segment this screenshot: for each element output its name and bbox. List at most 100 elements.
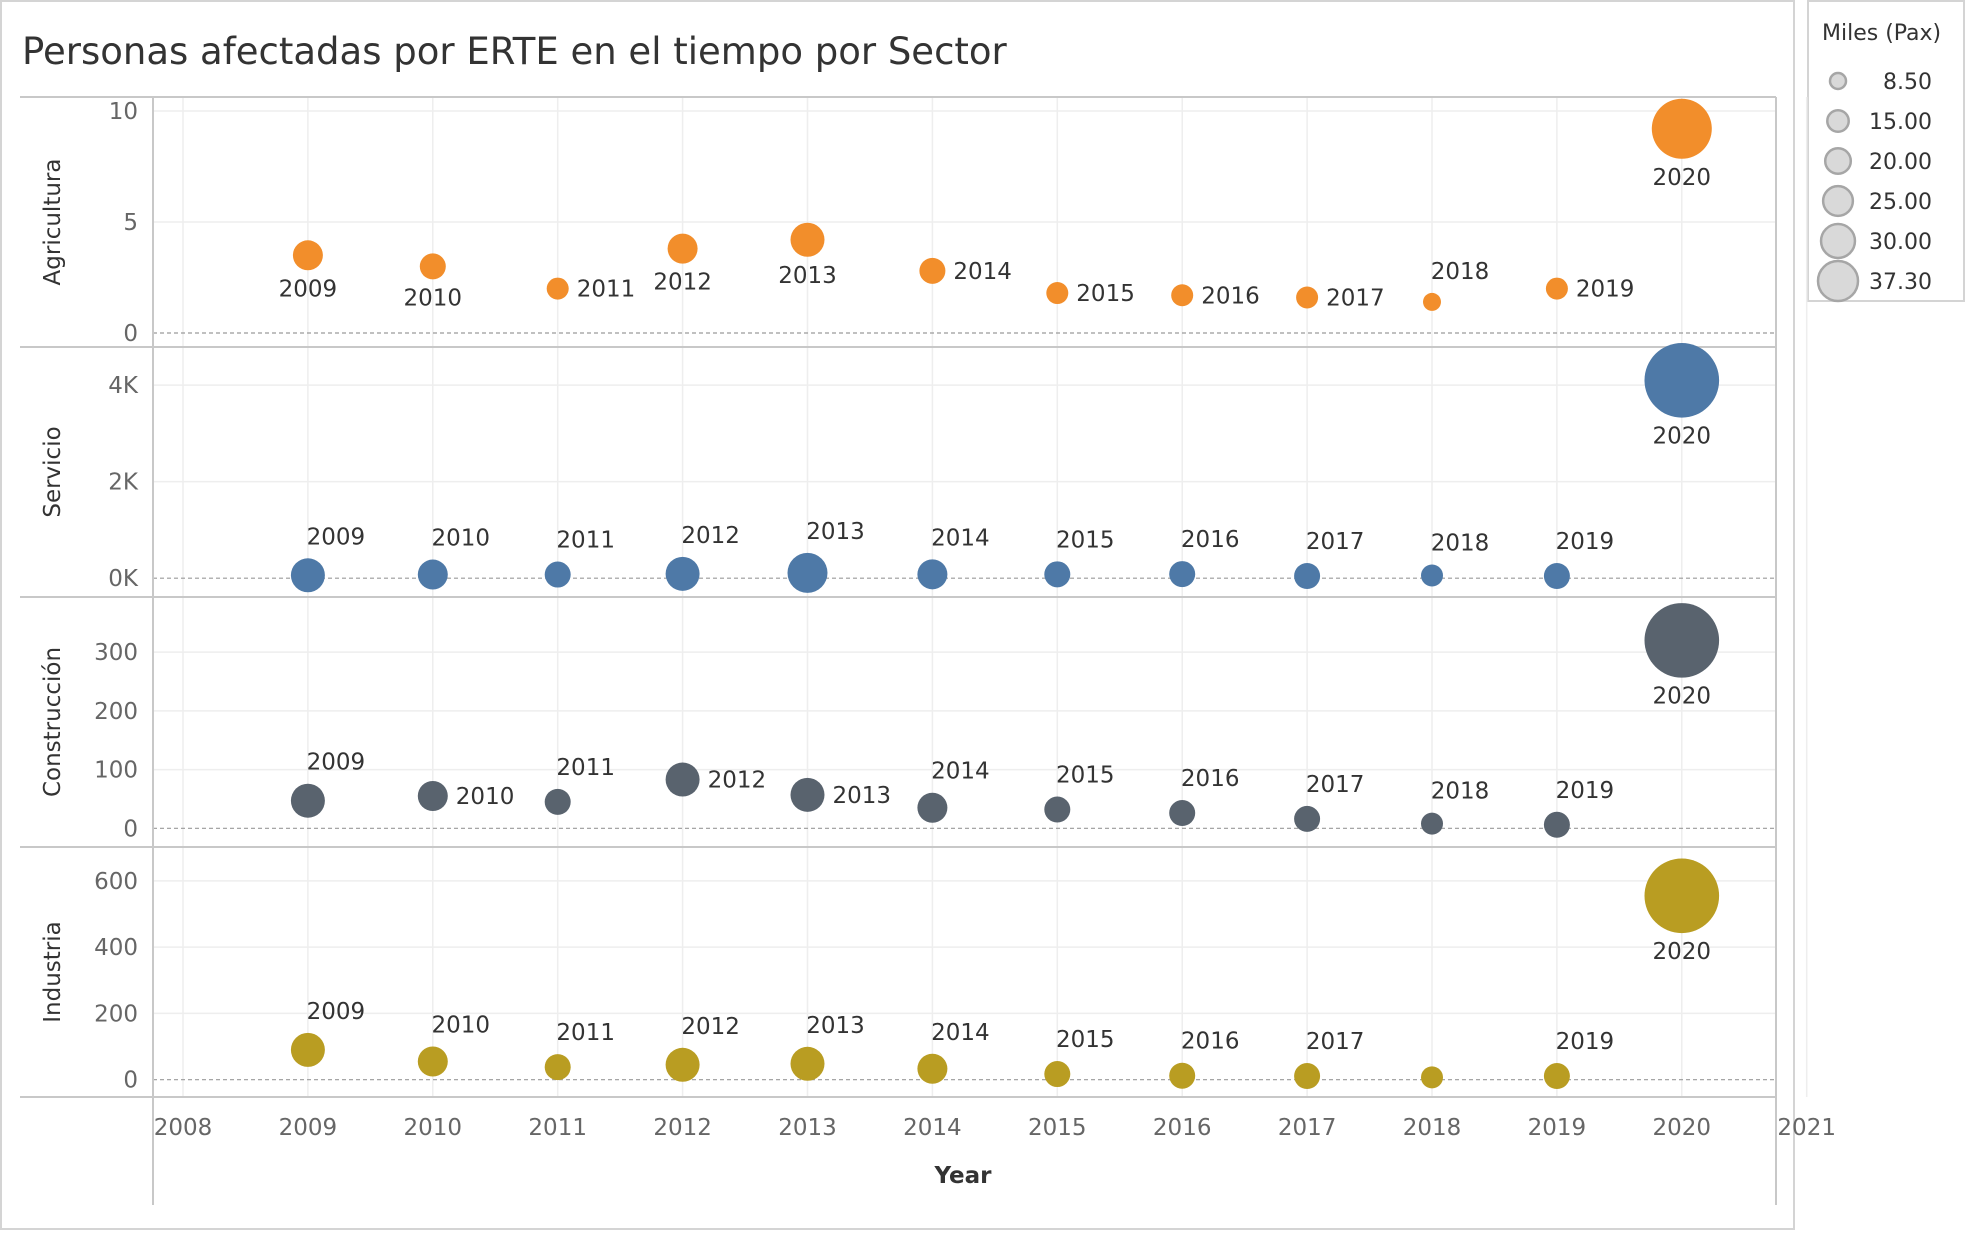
x-tick-label: 2021 [1777, 1115, 1836, 1141]
data-point[interactable] [546, 277, 569, 300]
data-point[interactable] [417, 781, 448, 811]
data-point[interactable] [544, 1054, 571, 1081]
data-point[interactable] [1543, 811, 1570, 838]
x-tick-label: 2013 [778, 1115, 837, 1141]
data-point[interactable] [1543, 563, 1570, 590]
y-tick-label: 600 [94, 869, 138, 895]
legend-size-marker [1821, 184, 1855, 218]
panel-servicio: 0K 2K 4K Servicio 2009 2010 2011 2012 2013 2014 20… [20, 343, 1776, 593]
row-label-construcción: Construcción [40, 647, 66, 797]
data-point[interactable] [917, 792, 948, 823]
data-point[interactable] [1296, 286, 1319, 309]
chart-title: Personas afectadas por ERTE en el tiempo… [22, 30, 1008, 73]
x-tick-label: 2009 [279, 1115, 338, 1141]
point-label: 2017 [1306, 772, 1365, 798]
point-label: 2016 [1201, 283, 1260, 309]
data-point[interactable] [1294, 805, 1321, 832]
data-point[interactable] [1644, 603, 1720, 678]
x-tick-label: 2019 [1528, 1115, 1587, 1141]
legend-value: 30.00 [1869, 230, 1932, 255]
x-tick-label: 2012 [653, 1115, 712, 1141]
data-point[interactable] [544, 561, 571, 588]
x-axis: 2008 2009 2010 2011 2012 2013 2014 2015 2016 2017… [154, 1115, 1836, 1141]
y-tick-label: 0 [123, 321, 138, 347]
data-point[interactable] [419, 253, 446, 280]
data-point[interactable] [1651, 98, 1712, 159]
point-label: 2014 [931, 1020, 990, 1046]
data-point[interactable] [1294, 1063, 1321, 1090]
data-point[interactable] [790, 777, 825, 812]
data-point[interactable] [1421, 812, 1443, 835]
data-point[interactable] [1169, 800, 1196, 827]
data-point[interactable] [290, 558, 325, 593]
point-label: 2018 [1431, 779, 1490, 805]
data-point[interactable] [1644, 858, 1720, 934]
point-label: 2013 [833, 783, 892, 809]
data-point[interactable] [1543, 1063, 1570, 1090]
legend-value: 8.50 [1883, 70, 1932, 95]
point-label: 2011 [556, 1020, 615, 1046]
y-tick-label: 2K [108, 470, 139, 496]
point-label: 2016 [1181, 1029, 1240, 1055]
data-point[interactable] [1421, 1066, 1443, 1089]
data-point[interactable] [1423, 292, 1441, 311]
legend-value: 37.30 [1869, 270, 1932, 295]
panel-construcción: 0 100 200 300 Construcción 2009 2010 2011 2012 20… [20, 596, 1776, 842]
point-label: 2019 [1556, 529, 1615, 555]
point-label: 2020 [1653, 684, 1712, 710]
row-label-industria: Industria [40, 921, 66, 1022]
data-point[interactable] [1044, 1061, 1071, 1088]
data-point[interactable] [1169, 1062, 1196, 1089]
y-tick-label: 0 [123, 1068, 138, 1094]
data-point[interactable] [1421, 564, 1443, 587]
data-point[interactable] [1644, 343, 1720, 418]
legend-size-marker [1826, 109, 1850, 133]
data-point[interactable] [1044, 796, 1071, 823]
x-tick-label: 2016 [1153, 1115, 1212, 1141]
point-label: 2020 [1653, 939, 1712, 965]
point-label: 2012 [653, 270, 712, 296]
data-point[interactable] [290, 1032, 325, 1067]
data-point[interactable] [417, 1046, 448, 1077]
point-label: 2015 [1056, 1027, 1115, 1053]
data-point[interactable] [790, 1046, 825, 1081]
y-tick-label: 0 [123, 816, 138, 842]
data-point[interactable] [1294, 563, 1321, 590]
legend-size-marker [1823, 146, 1853, 176]
point-label: 2010 [432, 526, 491, 552]
point-label: 2015 [1076, 281, 1135, 307]
y-tick-label: 10 [109, 99, 138, 125]
row-label-servicio: Servicio [40, 426, 66, 517]
data-point[interactable] [665, 556, 700, 591]
point-label: 2012 [708, 768, 767, 794]
point-label: 2015 [1056, 527, 1115, 553]
panel-industria: 0 200 400 600 Industria 2009 2010 2011 2012 2013 2… [20, 846, 1776, 1094]
data-point[interactable] [667, 233, 698, 264]
point-label: 2017 [1326, 285, 1385, 311]
data-point[interactable] [417, 559, 448, 590]
x-tick-label: 2011 [528, 1115, 587, 1141]
data-point[interactable] [1046, 282, 1069, 305]
point-label: 2013 [806, 1013, 865, 1039]
data-point[interactable] [665, 1047, 700, 1082]
point-label: 2013 [778, 263, 837, 289]
point-label: 2009 [307, 524, 366, 550]
data-point[interactable] [1169, 561, 1196, 588]
data-point[interactable] [544, 788, 571, 815]
data-point[interactable] [1171, 284, 1194, 307]
data-point[interactable] [917, 559, 948, 590]
point-label: 2017 [1306, 529, 1365, 555]
data-point[interactable] [1545, 277, 1568, 300]
legend-value: 25.00 [1869, 190, 1932, 215]
data-point[interactable] [290, 783, 325, 818]
data-point[interactable] [790, 222, 825, 257]
data-point[interactable] [665, 762, 700, 797]
point-label: 2019 [1556, 778, 1615, 804]
data-point[interactable] [787, 552, 828, 593]
data-point[interactable] [917, 1053, 948, 1084]
data-point[interactable] [919, 257, 946, 284]
x-tick-label: 2017 [1278, 1115, 1337, 1141]
data-point[interactable] [1044, 561, 1071, 588]
data-point[interactable] [292, 240, 323, 271]
